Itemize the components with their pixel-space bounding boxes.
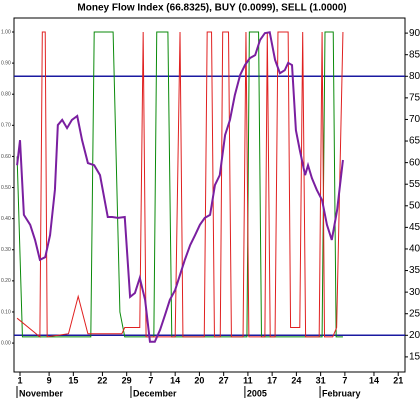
y2-tick-label: 0.90 [1, 60, 11, 66]
y2-tick-label: 1.00 [1, 29, 11, 35]
x-tick-label: 14 [170, 375, 180, 385]
y-tick-label: 30 [409, 287, 420, 298]
y-tick-label: 55 [409, 179, 420, 190]
x-tick-label: 27 [219, 375, 229, 385]
y-tick-label: 80 [409, 71, 420, 82]
x-tick-label: 17 [267, 375, 277, 385]
y2-tick-label: 0.60 [1, 154, 11, 160]
x-tick-label: 9 [47, 375, 52, 385]
period-label: February [322, 388, 361, 398]
x-tick-label: 21 [393, 375, 403, 385]
y-tick-label: 45 [409, 222, 420, 233]
y-tick-label: 75 [409, 93, 420, 104]
y2-tick-label: 0.00 [1, 340, 11, 346]
y-tick-label: 50 [409, 200, 420, 211]
x-tick-label: 1 [18, 375, 23, 385]
chart-title: Money Flow Index (66.8325), BUY (0.0099)… [77, 3, 346, 14]
y-tick-label: 15 [409, 352, 420, 363]
x-tick-label: 31 [316, 375, 326, 385]
y2-tick-label: 0.30 [1, 247, 11, 253]
period-label: December [133, 388, 177, 398]
y2-tick-label: 0.20 [1, 278, 11, 284]
series-line [16, 31, 344, 343]
x-tick-label: 7 [148, 375, 153, 385]
y-tick-label: 40 [409, 244, 420, 255]
y-tick-label: 70 [409, 114, 420, 125]
y-tick-label: 35 [409, 265, 420, 276]
plot-frame [13, 17, 406, 373]
y2-tick-label: 0.70 [1, 123, 11, 129]
x-tick-label: 29 [122, 375, 132, 385]
x-tick-label: 24 [291, 375, 301, 385]
x-tick-label: 22 [97, 375, 107, 385]
x-tick-label: 15 [68, 375, 78, 385]
series-line [16, 31, 343, 338]
x-tick-label: 14 [369, 375, 379, 385]
y-tick-label: 20 [409, 330, 420, 341]
period-label: 2005 [247, 388, 267, 398]
y2-tick-label: 0.80 [1, 92, 11, 98]
x-tick-label: 20 [194, 375, 204, 385]
y2-tick-label: 0.50 [1, 185, 11, 191]
y-tick-label: 85 [409, 49, 420, 60]
y-tick-label: 90 [409, 28, 420, 39]
y-tick-label: 60 [409, 157, 420, 168]
series-line [16, 31, 344, 338]
y2-tick-label: 0.10 [1, 309, 11, 315]
x-tick-label: 7 [342, 375, 347, 385]
y2-tick-label: 0.40 [1, 216, 11, 222]
x-tick-label: 11 [243, 375, 253, 385]
period-label: November [19, 388, 64, 398]
y-tick-label: 65 [409, 136, 420, 147]
y-tick-label: 25 [409, 308, 420, 319]
